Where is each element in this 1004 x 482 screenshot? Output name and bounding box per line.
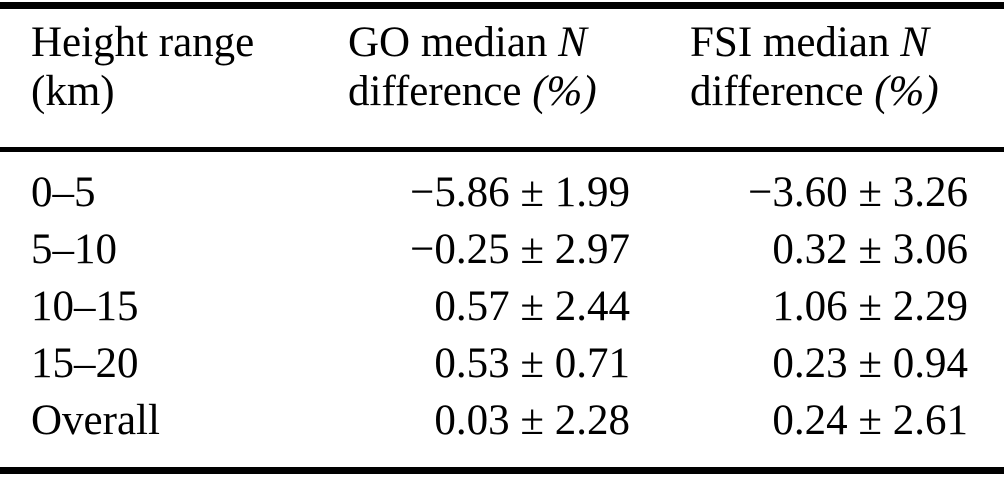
- table-row: 15–20 0.53 ± 0.71 0.23 ± 0.94: [0, 335, 1004, 392]
- header-cell-go-median: GO median N difference (%): [345, 18, 640, 116]
- row-go-value: 0.03 ± 2.28: [434, 397, 630, 444]
- row-height-range: 10–15: [31, 283, 139, 330]
- header-go-line2: difference (%): [348, 67, 640, 116]
- header-go-variable: N: [558, 19, 587, 66]
- header-cell-fsi-median: FSI median N difference (%): [640, 18, 1004, 116]
- row-fsi-value: 0.32 ± 3.06: [772, 226, 968, 273]
- header-height-range-line2: (km): [31, 68, 115, 115]
- header-fsi-difference: difference: [690, 68, 864, 115]
- row-height-range: Overall: [31, 397, 160, 444]
- row-fsi-value: 1.06 ± 2.29: [772, 283, 968, 330]
- table-row: 5–10 −0.25 ± 2.97 0.32 ± 3.06: [0, 221, 1004, 278]
- header-go-difference: difference: [348, 68, 522, 115]
- table-header-rule: [0, 147, 1004, 152]
- table-body: 0–5 −5.86 ± 1.99 −3.60 ± 3.26 5–10 −0.25…: [0, 164, 1004, 449]
- row-height-range: 0–5: [31, 169, 96, 216]
- row-go-value: −0.25 ± 2.97: [410, 226, 630, 273]
- row-go-value: 0.57 ± 2.44: [434, 283, 630, 330]
- row-fsi-value: 0.23 ± 0.94: [772, 340, 968, 387]
- table-top-rule: [0, 2, 1004, 9]
- table-header-row: Height range (km) GO median N difference…: [0, 18, 1004, 116]
- table-row: 0–5 −5.86 ± 1.99 −3.60 ± 3.26: [0, 164, 1004, 221]
- header-fsi-variable: N: [900, 19, 929, 66]
- header-fsi-line2: difference (%): [690, 67, 1004, 116]
- row-height-range: 15–20: [31, 340, 139, 387]
- row-fsi-value: 0.24 ± 2.61: [772, 397, 968, 444]
- header-fsi-text: FSI median: [690, 19, 890, 66]
- header-fsi-line1: FSI median N: [690, 18, 1004, 67]
- row-go-value: −5.86 ± 1.99: [410, 169, 630, 216]
- row-go-value: 0.53 ± 0.71: [434, 340, 630, 387]
- header-go-text: GO median: [348, 19, 548, 66]
- header-go-line1: GO median N: [348, 18, 640, 67]
- header-go-unit: (%): [532, 68, 597, 115]
- table-bottom-rule: [0, 467, 1004, 474]
- header-cell-height-range: Height range (km): [0, 18, 345, 116]
- row-fsi-value: −3.60 ± 3.26: [748, 169, 968, 216]
- table-row: 10–15 0.57 ± 2.44 1.06 ± 2.29: [0, 278, 1004, 335]
- table-row: Overall 0.03 ± 2.28 0.24 ± 2.61: [0, 392, 1004, 449]
- header-height-range-line1: Height range: [31, 19, 255, 66]
- row-height-range: 5–10: [31, 226, 117, 273]
- header-fsi-unit: (%): [874, 68, 939, 115]
